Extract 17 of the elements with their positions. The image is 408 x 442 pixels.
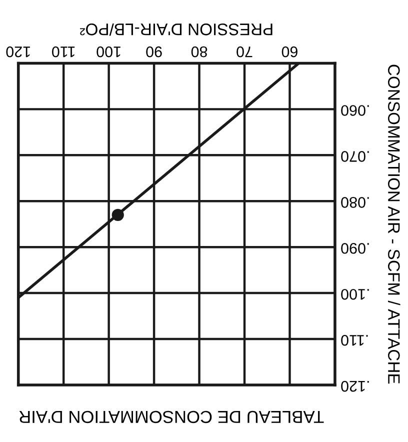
y-axis-title: CONSOMMATION AIR - SCFM / ATTACHE [388, 64, 400, 384]
x-tick-label: 120 [6, 46, 30, 58]
y-tick-label: .120 [341, 380, 369, 392]
y-tick-label: .070 [341, 151, 369, 162]
y-tick-label: .100 [341, 288, 369, 300]
x-tick-label: 90 [146, 46, 162, 58]
y-tick-label: .080 [341, 197, 369, 208]
x-tick-label: 100 [96, 46, 120, 58]
x-tick-label: 70 [236, 46, 252, 58]
x-tick-label: 60 [282, 46, 298, 58]
y-tick-label: .060 [341, 105, 369, 116]
x-tick-label: 110 [52, 46, 75, 58]
y-tick-label: .110 [341, 334, 368, 346]
y-tick-label: .090 [341, 242, 369, 254]
x-axis-title: PRESSION D'AIR-LB/PO² [80, 24, 272, 36]
x-tick-label: 80 [191, 46, 208, 58]
text: TABLEAU DE CONSOMMATION D'AIR [19, 410, 324, 424]
